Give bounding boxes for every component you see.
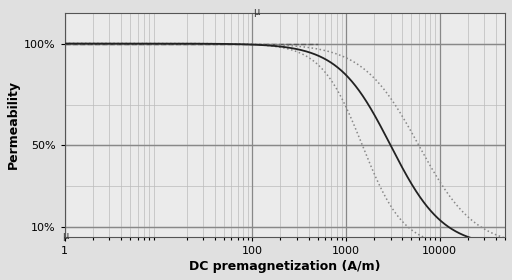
X-axis label: DC premagnetization (A/m): DC premagnetization (A/m) <box>189 260 380 273</box>
Y-axis label: Permeability: Permeability <box>7 80 20 169</box>
Text: μ: μ <box>61 231 68 241</box>
Text: μ: μ <box>253 7 259 17</box>
